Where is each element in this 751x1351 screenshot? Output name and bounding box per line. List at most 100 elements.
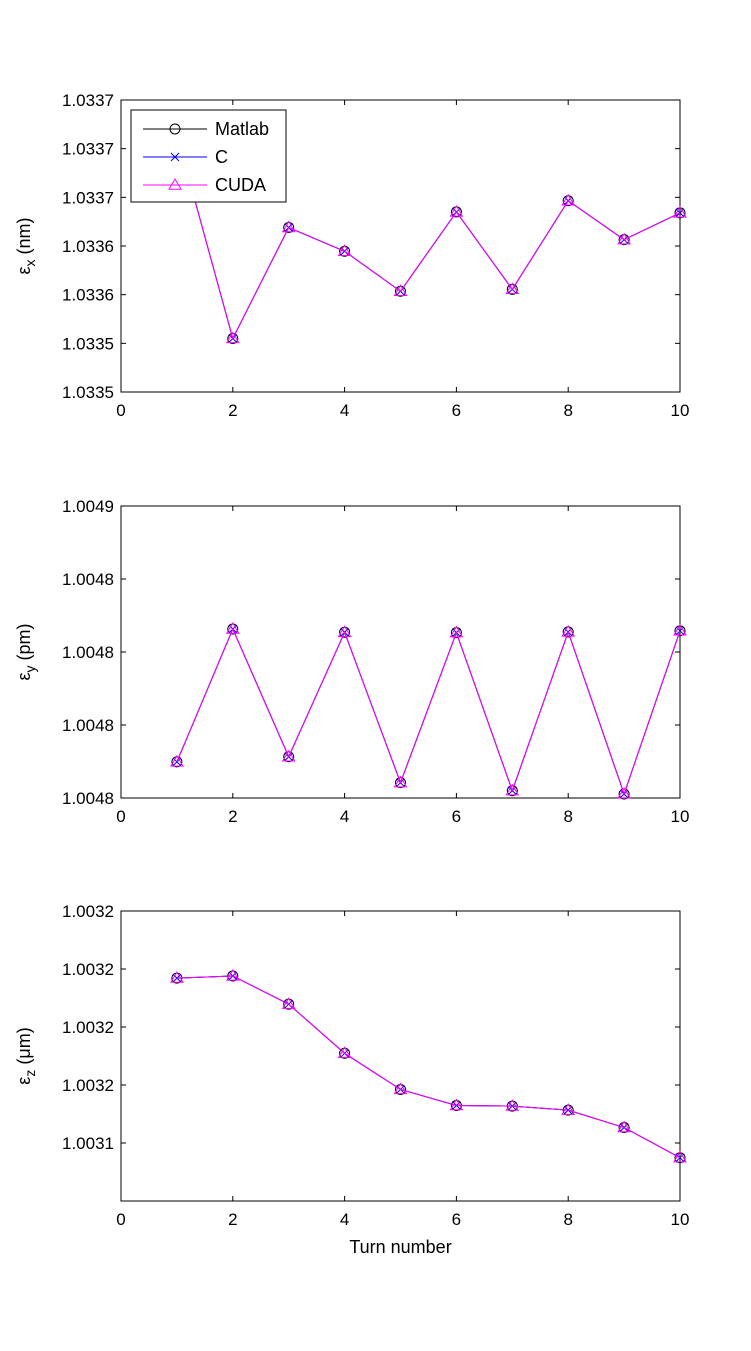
legend-label: CUDA bbox=[215, 175, 266, 195]
point-matlab bbox=[283, 998, 295, 1010]
point-matlab bbox=[339, 626, 351, 638]
point-cuda bbox=[561, 624, 576, 637]
x-tick-label: 8 bbox=[563, 807, 572, 826]
point-cuda bbox=[449, 204, 464, 217]
point-cuda bbox=[505, 1099, 520, 1111]
legend-label: Matlab bbox=[215, 119, 269, 139]
series-group bbox=[170, 622, 687, 800]
legend-marker-cuda bbox=[168, 178, 182, 190]
y-tick-label: 1.0049 bbox=[62, 497, 114, 516]
point-cuda bbox=[393, 775, 408, 788]
point-cuda bbox=[337, 1046, 352, 1058]
legend-label: C bbox=[215, 147, 228, 167]
y-axis-label: εx (nm) bbox=[14, 217, 38, 274]
point-cuda bbox=[449, 1098, 464, 1111]
point-cuda bbox=[449, 625, 464, 638]
point-cuda bbox=[281, 749, 296, 762]
legend-box bbox=[130, 109, 287, 203]
axes-box bbox=[120, 910, 681, 1202]
point-cuda bbox=[673, 623, 687, 636]
point-matlab bbox=[171, 756, 183, 768]
x-tick-label: 0 bbox=[116, 807, 125, 826]
x-tick-label: 4 bbox=[340, 807, 349, 826]
x-tick-label: 8 bbox=[563, 401, 572, 420]
point-matlab bbox=[562, 195, 574, 207]
y-axis-label: εy (pm) bbox=[14, 623, 38, 680]
point-cuda bbox=[337, 244, 352, 256]
axes-box bbox=[120, 505, 681, 799]
series-line-cuda bbox=[176, 134, 681, 340]
point-matlab bbox=[562, 626, 574, 638]
emittance-x-plot: 0 2 4 6 8 10 1.0335 1.0335 1.0336 1.0336 1.0337 1.0… bbox=[14, 91, 689, 420]
point-matlab bbox=[618, 1122, 630, 1134]
series-line-cuda bbox=[176, 975, 681, 1159]
y-tick-label: 1.0336 bbox=[62, 286, 114, 305]
point-matlab bbox=[395, 777, 406, 789]
point-cuda bbox=[673, 1150, 687, 1163]
point-matlab bbox=[450, 206, 462, 218]
point-cuda bbox=[673, 205, 687, 218]
legend-marker-matlab bbox=[169, 123, 181, 135]
y-tick-label: 1.0032 bbox=[62, 902, 114, 921]
point-matlab bbox=[339, 1047, 351, 1059]
x-tick-label: 10 bbox=[671, 1210, 690, 1229]
point-matlab bbox=[227, 623, 239, 635]
y-tick-label: 1.0337 bbox=[62, 140, 114, 159]
y-tick-label: 1.0048 bbox=[62, 716, 114, 735]
point-matlab bbox=[674, 1152, 686, 1164]
y-tick-label: 1.0048 bbox=[62, 643, 114, 662]
point-matlab bbox=[618, 788, 630, 800]
y-tick-label: 1.0048 bbox=[62, 570, 114, 589]
point-cuda bbox=[225, 622, 240, 634]
point-matlab bbox=[674, 207, 686, 219]
point-matlab bbox=[395, 285, 406, 297]
legend-marker-c bbox=[170, 152, 180, 162]
x-tick-label: 2 bbox=[228, 807, 237, 826]
point-cuda bbox=[393, 1082, 408, 1095]
point-matlab bbox=[674, 625, 686, 637]
y-axis-label: εz (μm) bbox=[14, 1027, 38, 1084]
emittance-z-plot: 0 2 4 6 8 10 1.0031 1.0032 1.0032 1.0032 1.0032 εz … bbox=[14, 902, 689, 1257]
x-tick-label: 4 bbox=[340, 1210, 349, 1229]
x-tick-label: 8 bbox=[563, 1210, 572, 1229]
x-tick-label: 10 bbox=[671, 401, 690, 420]
y-tick-label: 1.0048 bbox=[62, 789, 114, 808]
x-tick-label: 0 bbox=[116, 401, 125, 420]
point-cuda bbox=[170, 971, 184, 983]
x-tick-label: 0 bbox=[116, 1210, 125, 1229]
point-cuda bbox=[281, 997, 296, 1009]
y-tick-label: 1.0337 bbox=[62, 188, 114, 207]
point-matlab bbox=[506, 785, 518, 797]
point-matlab bbox=[506, 283, 518, 295]
point-cuda bbox=[505, 282, 520, 295]
x-tick-label: 2 bbox=[228, 401, 237, 420]
emittance-y-plot: 0 2 4 6 8 10 1.0048 1.0048 1.0048 1.0048 1.0049 εy … bbox=[14, 497, 689, 826]
x-tick-label: 6 bbox=[452, 807, 461, 826]
point-matlab bbox=[450, 627, 462, 639]
x-tick-label: 6 bbox=[452, 1210, 461, 1229]
x-tick-label: 6 bbox=[452, 401, 461, 420]
y-tick-label: 1.0032 bbox=[62, 960, 114, 979]
series-line-cuda bbox=[176, 627, 681, 796]
y-tick-label: 1.0031 bbox=[62, 1134, 114, 1153]
y-tick-label: 1.0337 bbox=[62, 91, 114, 110]
point-cuda bbox=[505, 783, 520, 796]
point-matlab bbox=[283, 751, 295, 763]
series-group bbox=[170, 968, 687, 1164]
y-tick-label: 1.0336 bbox=[62, 237, 114, 256]
point-matlab bbox=[283, 222, 295, 234]
y-tick-label: 1.0335 bbox=[62, 334, 114, 353]
point-cuda bbox=[170, 754, 184, 767]
point-cuda bbox=[617, 786, 631, 799]
y-tick-label: 1.0032 bbox=[62, 1076, 114, 1095]
point-cuda bbox=[561, 193, 576, 206]
point-cuda bbox=[337, 625, 352, 637]
point-cuda bbox=[617, 1120, 631, 1133]
y-tick-label: 1.0032 bbox=[62, 1018, 114, 1037]
x-tick-label: 10 bbox=[671, 807, 690, 826]
x-tick-label: 4 bbox=[340, 401, 349, 420]
point-cuda bbox=[281, 220, 296, 233]
point-matlab bbox=[395, 1083, 406, 1095]
point-cuda bbox=[561, 1103, 576, 1115]
